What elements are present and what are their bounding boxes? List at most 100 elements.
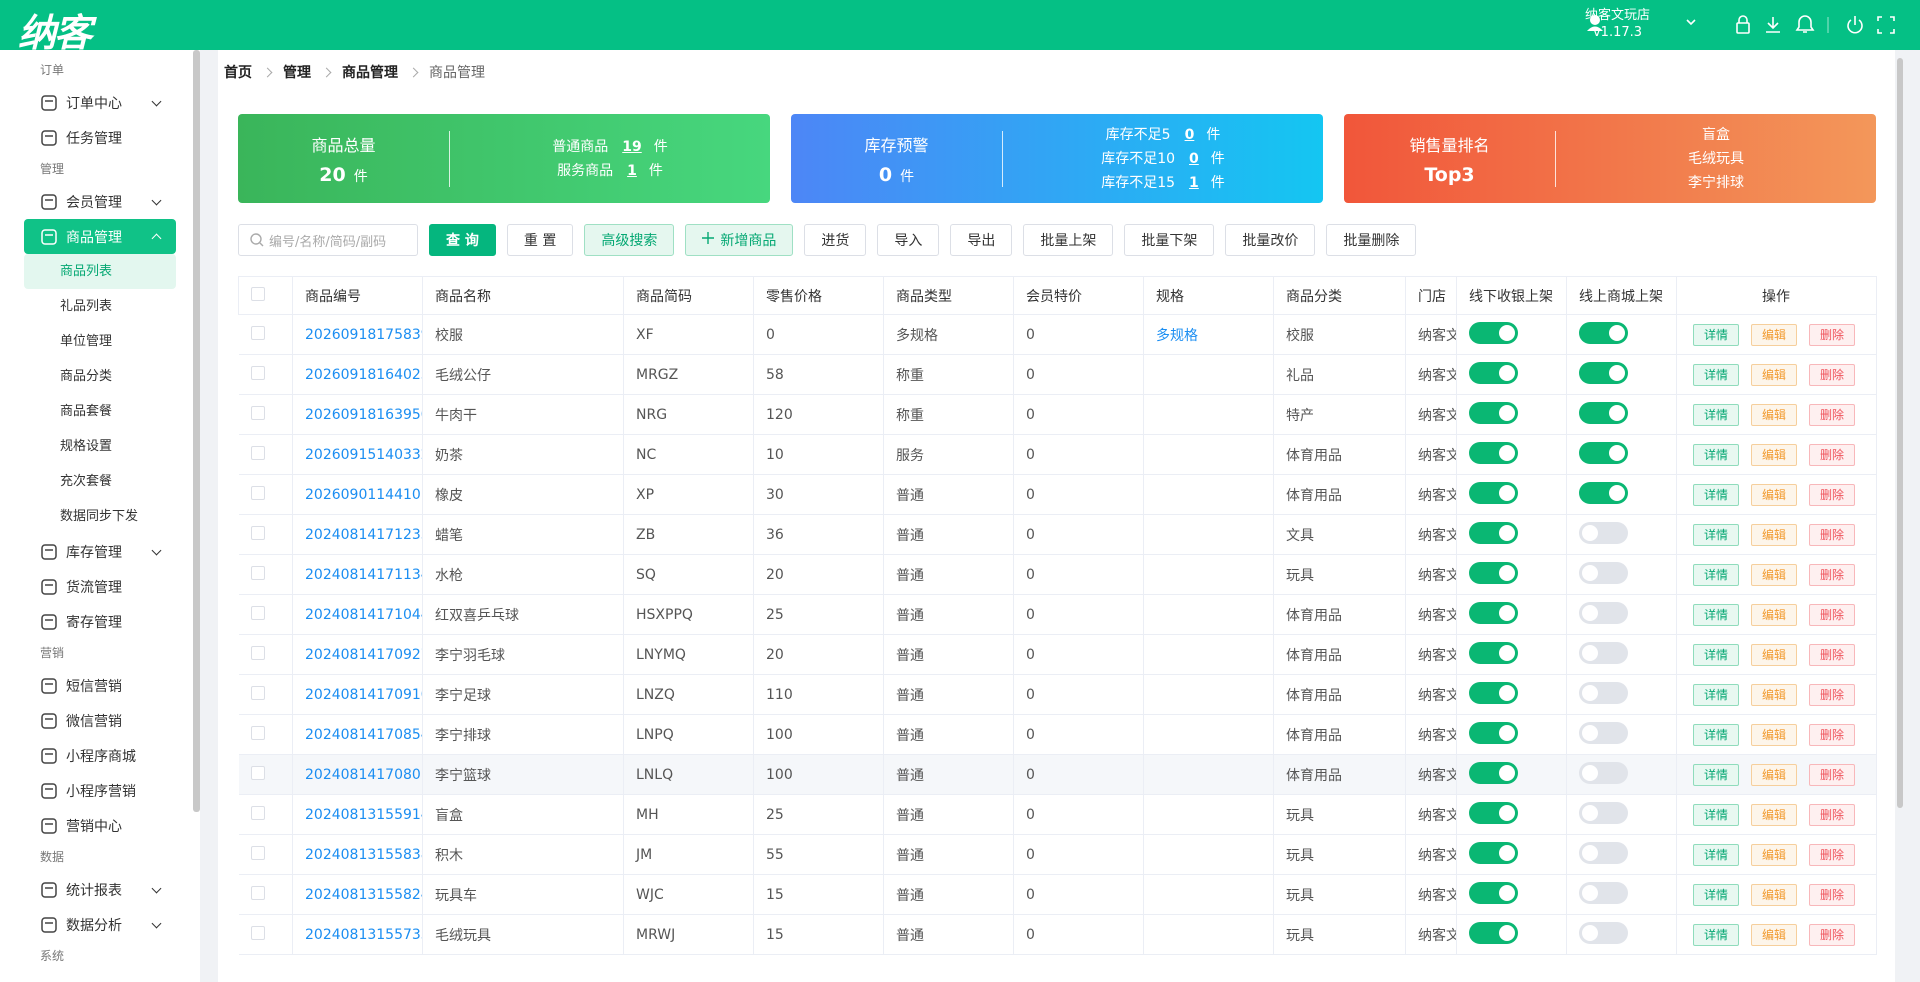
submenu-item[interactable]: 规格设置 <box>60 439 113 454</box>
action-button[interactable]: 编辑 <box>1751 443 1797 466</box>
action-button[interactable]: 删除 <box>1809 403 1855 426</box>
product-code[interactable]: 20240814171134 <box>305 566 423 583</box>
toggle-off[interactable] <box>1579 641 1628 664</box>
action-button[interactable]: 详情 <box>1693 643 1739 666</box>
action-button[interactable]: 删除 <box>1809 883 1855 906</box>
toggle-off[interactable] <box>1579 601 1628 624</box>
action-button[interactable]: 删除 <box>1809 323 1855 346</box>
product-code[interactable]: 20240814170927 <box>305 646 423 663</box>
toggle-on[interactable] <box>1469 401 1518 424</box>
toggle-on[interactable] <box>1469 881 1518 904</box>
submenu-item[interactable]: 数据同步下发 <box>60 509 139 524</box>
toolbar-button[interactable]: 高级搜索 <box>584 224 675 256</box>
menu-item[interactable]: 短信营销 <box>24 668 176 703</box>
submenu-item[interactable]: 充次套餐 <box>60 474 113 489</box>
action-button[interactable]: 详情 <box>1693 603 1739 626</box>
checkbox[interactable] <box>250 485 265 500</box>
action-button[interactable]: 编辑 <box>1751 763 1797 786</box>
product-code[interactable]: 20240814170910 <box>305 686 423 703</box>
menu-item[interactable]: 寄存管理 <box>24 604 176 639</box>
toggle-off[interactable] <box>1579 921 1628 944</box>
action-button[interactable]: 编辑 <box>1751 683 1797 706</box>
checkbox[interactable] <box>250 925 265 940</box>
toggle-off[interactable] <box>1579 721 1628 744</box>
action-button[interactable]: 编辑 <box>1751 403 1797 426</box>
card-line-value[interactable]: 1 <box>627 162 637 179</box>
action-button[interactable]: 编辑 <box>1751 883 1797 906</box>
action-button[interactable]: 详情 <box>1693 683 1739 706</box>
product-code[interactable]: 20260901144101 <box>305 486 423 503</box>
card-line-value[interactable]: 0 <box>1184 126 1195 143</box>
toggle-on[interactable] <box>1469 841 1518 864</box>
product-code[interactable]: 20240814170801 <box>305 766 423 783</box>
product-code[interactable]: 20260918163950 <box>305 406 423 423</box>
menu-item[interactable]: 货流管理 <box>24 569 176 604</box>
menu-item[interactable]: 小程序商城 <box>24 738 176 773</box>
product-code[interactable]: 20260918164023 <box>305 366 423 383</box>
toggle-on[interactable] <box>1469 761 1518 784</box>
action-button[interactable]: 详情 <box>1693 723 1739 746</box>
toggle-off[interactable] <box>1579 521 1628 544</box>
toolbar-button[interactable]: 重 置 <box>506 224 574 256</box>
menu-item[interactable]: 营销中心 <box>24 808 176 843</box>
toggle-off[interactable] <box>1579 761 1628 784</box>
toggle-on[interactable] <box>1469 681 1518 704</box>
action-button[interactable]: 详情 <box>1693 323 1739 346</box>
checkbox[interactable] <box>250 605 265 620</box>
menu-item[interactable]: 小程序营销 <box>24 773 176 808</box>
menu-item[interactable]: 数据分析 <box>24 907 176 942</box>
checkbox[interactable] <box>250 885 265 900</box>
logo[interactable]: 纳客 <box>18 11 92 55</box>
checkbox[interactable] <box>250 565 265 580</box>
action-button[interactable]: 编辑 <box>1751 603 1797 626</box>
action-button[interactable]: 删除 <box>1809 923 1855 946</box>
product-code[interactable]: 20240813155824 <box>305 886 423 903</box>
toggle-off[interactable] <box>1579 561 1628 584</box>
breadcrumb-item[interactable]: 首页 <box>224 65 252 81</box>
card-line-value[interactable]: 19 <box>622 138 642 155</box>
checkbox[interactable] <box>250 805 265 820</box>
product-code[interactable]: 20260918175839 <box>305 326 423 343</box>
product-code[interactable]: 20240814171044 <box>305 606 423 623</box>
action-button[interactable]: 详情 <box>1693 403 1739 426</box>
action-button[interactable]: 详情 <box>1693 843 1739 866</box>
submenu-item[interactable]: 礼品列表 <box>60 299 113 314</box>
toolbar-button[interactable]: 新增商品 <box>685 224 794 256</box>
product-code[interactable]: 20240813155733 <box>305 926 423 943</box>
action-button[interactable]: 详情 <box>1693 523 1739 546</box>
checkbox[interactable] <box>250 325 265 340</box>
toolbar-button[interactable]: 查 询 <box>429 224 496 256</box>
action-button[interactable]: 详情 <box>1693 443 1739 466</box>
action-button[interactable]: 编辑 <box>1751 363 1797 386</box>
action-button[interactable]: 详情 <box>1693 563 1739 586</box>
checkbox[interactable] <box>250 685 265 700</box>
action-button[interactable]: 删除 <box>1809 443 1855 466</box>
action-button[interactable]: 编辑 <box>1751 843 1797 866</box>
action-button[interactable]: 详情 <box>1693 763 1739 786</box>
checkbox[interactable] <box>250 365 265 380</box>
toolbar-button[interactable]: 进货 <box>804 224 867 256</box>
action-button[interactable]: 删除 <box>1809 523 1855 546</box>
action-button[interactable]: 删除 <box>1809 563 1855 586</box>
action-button[interactable]: 编辑 <box>1751 643 1797 666</box>
action-button[interactable]: 编辑 <box>1751 803 1797 826</box>
toggle-on[interactable] <box>1579 401 1628 424</box>
product-code[interactable]: 20240814171235 <box>305 526 423 543</box>
toolbar-button[interactable]: 批量删除 <box>1326 224 1417 256</box>
toggle-on[interactable] <box>1579 361 1628 384</box>
toggle-on[interactable] <box>1469 801 1518 824</box>
toggle-on[interactable] <box>1469 321 1518 344</box>
card-line-value[interactable]: 1 <box>1189 174 1199 191</box>
action-button[interactable]: 编辑 <box>1751 563 1797 586</box>
checkbox[interactable] <box>250 845 265 860</box>
toolbar-button[interactable]: 批量上架 <box>1023 224 1114 256</box>
product-code[interactable]: 20240814170854 <box>305 726 423 743</box>
checkbox[interactable] <box>250 645 265 660</box>
submenu-item[interactable]: 单位管理 <box>60 334 113 349</box>
search-input[interactable]: 编号/名称/简码/副码 <box>238 224 418 256</box>
sidebar-scrollbar[interactable] <box>193 50 200 812</box>
toggle-on[interactable] <box>1469 721 1518 744</box>
toggle-on[interactable] <box>1469 601 1518 624</box>
checkbox[interactable] <box>250 765 265 780</box>
cell-text[interactable]: 多规格 <box>1156 327 1198 344</box>
